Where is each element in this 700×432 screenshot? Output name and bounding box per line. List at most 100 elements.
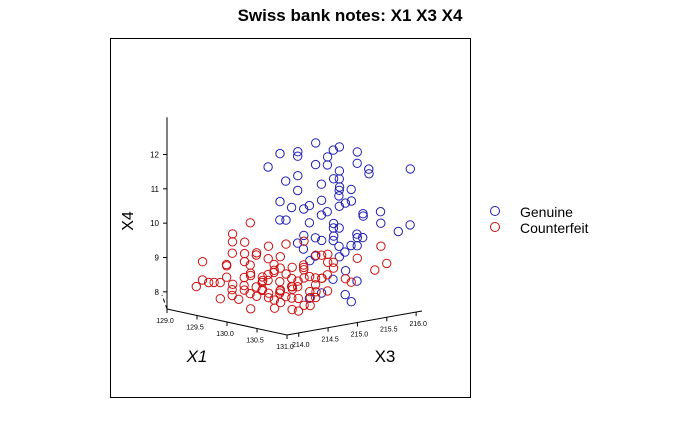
x-tick-label-2: 130.0 xyxy=(216,331,234,338)
point-counterfeit-40 xyxy=(305,286,315,297)
point-counterfeit-79 xyxy=(269,267,279,278)
point-counterfeit-83 xyxy=(239,280,249,291)
point-counterfeit-51 xyxy=(299,300,309,310)
point-genuine-21 xyxy=(275,196,285,207)
y-axis-line xyxy=(286,310,423,336)
point-genuine-4 xyxy=(322,152,333,162)
point-genuine-32 xyxy=(310,233,321,243)
point-genuine-36 xyxy=(334,252,345,262)
point-counterfeit-89 xyxy=(275,297,286,308)
point-counterfeit-21 xyxy=(240,237,250,247)
point-genuine-35 xyxy=(334,241,344,252)
z-tick-label-2: 10 xyxy=(150,219,159,228)
point-counterfeit-49 xyxy=(263,288,274,298)
point-genuine-10 xyxy=(364,169,374,179)
point-counterfeit-94 xyxy=(298,260,309,270)
point-counterfeit-68 xyxy=(323,249,333,260)
point-genuine-47 xyxy=(299,230,309,241)
point-counterfeit-53 xyxy=(263,293,274,303)
point-genuine-15 xyxy=(263,162,273,172)
point-genuine-14 xyxy=(334,182,345,192)
point-genuine-17 xyxy=(346,184,356,195)
point-counterfeit-96 xyxy=(275,288,285,298)
x-tick-label-3: 130.5 xyxy=(246,338,264,345)
point-genuine-12 xyxy=(293,171,303,181)
point-genuine-22 xyxy=(334,201,345,212)
point-genuine-28 xyxy=(304,218,315,228)
point-counterfeit-1 xyxy=(197,275,208,285)
point-counterfeit-34 xyxy=(293,276,303,286)
point-counterfeit-71 xyxy=(382,258,392,269)
point-genuine-44 xyxy=(328,145,339,155)
point-genuine-37 xyxy=(305,256,315,266)
point-counterfeit-31 xyxy=(263,254,273,264)
point-counterfeit-27 xyxy=(251,248,262,258)
point-counterfeit-95 xyxy=(286,281,297,292)
point-genuine-23 xyxy=(299,204,309,214)
point-counterfeit-9 xyxy=(228,279,238,290)
y-tick-label-4: 216.0 xyxy=(409,321,427,328)
point-genuine-11 xyxy=(322,160,333,170)
point-counterfeit-75 xyxy=(311,292,321,303)
point-counterfeit-65 xyxy=(269,303,280,313)
point-counterfeit-98 xyxy=(328,257,339,268)
point-genuine-66 xyxy=(328,274,338,285)
x-axis-label: X1 xyxy=(186,347,208,366)
point-counterfeit-0 xyxy=(191,281,202,292)
point-counterfeit-99 xyxy=(310,280,321,290)
point-counterfeit-66 xyxy=(299,273,309,283)
legend-label-counterfeit: Counterfeit xyxy=(520,220,589,236)
point-counterfeit-64 xyxy=(352,253,363,264)
point-genuine-69 xyxy=(304,293,315,303)
point-genuine-57 xyxy=(281,215,291,225)
point-genuine-67 xyxy=(340,289,350,300)
point-genuine-60 xyxy=(405,164,415,174)
point-genuine-48 xyxy=(376,218,386,228)
legend-label-genuine: Genuine xyxy=(520,204,573,220)
point-counterfeit-76 xyxy=(304,271,315,282)
point-genuine-18 xyxy=(293,185,303,196)
point-counterfeit-92 xyxy=(305,292,316,303)
point-genuine-52 xyxy=(334,191,344,201)
point-genuine-65 xyxy=(340,247,350,257)
point-counterfeit-59 xyxy=(287,304,297,315)
legend-symbol-counterfeit xyxy=(490,222,500,232)
point-counterfeit-35 xyxy=(234,294,244,304)
point-genuine-68 xyxy=(346,297,357,307)
point-genuine-45 xyxy=(328,174,339,184)
point-genuine-53 xyxy=(334,185,344,196)
point-counterfeit-52 xyxy=(328,263,339,273)
point-counterfeit-11 xyxy=(227,248,238,258)
point-genuine-29 xyxy=(334,223,344,233)
point-counterfeit-74 xyxy=(322,286,333,296)
point-counterfeit-20 xyxy=(263,275,273,286)
point-counterfeit-28 xyxy=(281,269,291,279)
point-genuine-9 xyxy=(275,148,285,159)
point-counterfeit-70 xyxy=(376,241,386,251)
x-tick-label-1: 129.5 xyxy=(186,325,204,332)
point-genuine-27 xyxy=(275,215,285,225)
point-genuine-3 xyxy=(352,147,363,157)
point-counterfeit-84 xyxy=(227,285,237,295)
point-counterfeit-50 xyxy=(316,250,327,260)
point-genuine-50 xyxy=(298,244,309,254)
point-counterfeit-6 xyxy=(221,272,232,282)
point-genuine-61 xyxy=(405,220,415,230)
point-genuine-8 xyxy=(334,166,345,176)
x-tick-label-0: 129.0 xyxy=(156,318,174,325)
point-genuine-70 xyxy=(316,288,327,298)
point-counterfeit-23 xyxy=(227,229,238,239)
point-genuine-0 xyxy=(311,138,321,148)
point-counterfeit-12 xyxy=(245,288,255,299)
point-genuine-5 xyxy=(352,158,362,169)
point-counterfeit-4 xyxy=(204,277,214,288)
point-genuine-39 xyxy=(340,266,351,276)
y-tick-label-0: 214.0 xyxy=(292,342,310,349)
point-genuine-26 xyxy=(328,218,339,229)
point-counterfeit-60 xyxy=(299,236,309,246)
point-counterfeit-14 xyxy=(251,282,261,292)
point-genuine-20 xyxy=(316,195,327,206)
point-genuine-31 xyxy=(317,235,327,246)
point-counterfeit-88 xyxy=(258,275,268,286)
point-counterfeit-2 xyxy=(197,257,208,267)
